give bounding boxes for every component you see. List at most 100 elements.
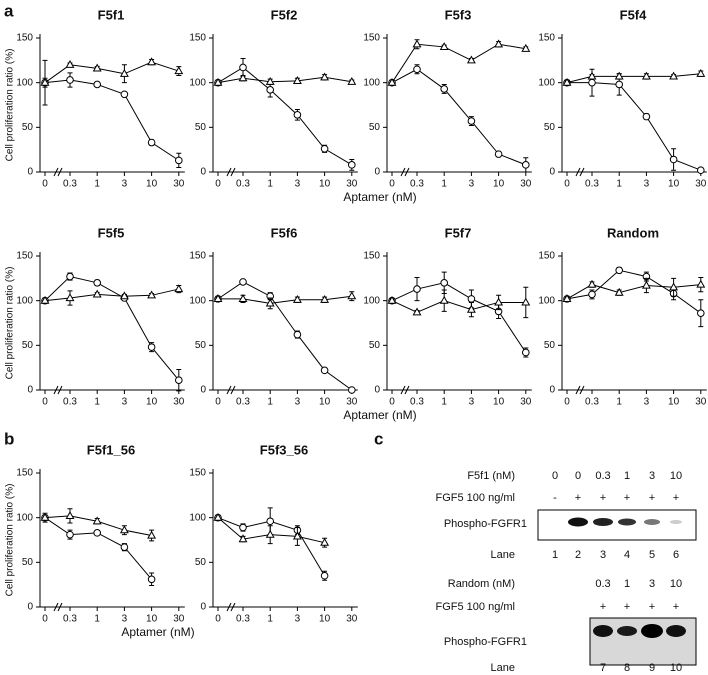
x-tick-label: 10 bbox=[668, 179, 680, 190]
series-line bbox=[391, 300, 526, 313]
x-tick-label: 3 bbox=[295, 614, 301, 625]
series-line bbox=[567, 82, 701, 171]
x-tick-label: 0.3 bbox=[236, 397, 250, 408]
x-tick-label: 0.3 bbox=[63, 179, 77, 190]
marker-triangle bbox=[466, 304, 476, 313]
chart-title: F5f3 bbox=[445, 7, 472, 22]
y-tick-label: 50 bbox=[369, 340, 381, 351]
x-tick-label: 3 bbox=[122, 614, 128, 625]
series-line bbox=[44, 275, 180, 381]
series-line bbox=[217, 76, 352, 84]
y-tick-label: 50 bbox=[195, 122, 207, 133]
x-tick-label: 0.3 bbox=[63, 397, 77, 408]
x-tick-label: 10 bbox=[319, 397, 331, 408]
marker-triangle bbox=[439, 42, 449, 51]
marker-circle bbox=[66, 272, 74, 281]
lane-label: 7 bbox=[600, 662, 606, 674]
y-axis-label: Cell proliferation ratio (%) bbox=[5, 484, 16, 597]
chart-title: F5f6 bbox=[271, 225, 298, 240]
y-tick-label: 150 bbox=[189, 33, 206, 44]
marker-circle bbox=[588, 290, 596, 299]
marker-triangle bbox=[614, 287, 624, 296]
lane-label: 10 bbox=[670, 662, 682, 674]
y-tick-label: 100 bbox=[189, 512, 206, 523]
marker-circle bbox=[293, 330, 302, 339]
chart-title: Random bbox=[607, 225, 659, 240]
axis-break bbox=[226, 602, 236, 612]
marker-triangle bbox=[641, 280, 651, 289]
y-tick-label: 50 bbox=[544, 340, 556, 351]
marker-triangle bbox=[238, 294, 248, 302]
marker-triangle bbox=[265, 529, 275, 538]
series-line bbox=[44, 517, 152, 580]
x-tick-label: 0 bbox=[215, 397, 221, 408]
marker-triangle bbox=[347, 291, 357, 300]
blot-row-label: Lane bbox=[491, 662, 515, 674]
y-tick-label: 100 bbox=[538, 295, 555, 306]
marker-triangle bbox=[387, 295, 397, 304]
x-axis-label: Aptamer (nM) bbox=[343, 408, 416, 422]
y-tick-label: 50 bbox=[22, 557, 34, 568]
y-tick-label: 0 bbox=[549, 385, 555, 396]
marker-circle bbox=[467, 117, 476, 125]
marker-triangle bbox=[696, 68, 706, 77]
x-tick-label: 30 bbox=[346, 614, 358, 625]
y-axis-label: Cell proliferation ratio (%) bbox=[5, 49, 16, 162]
axis-break bbox=[575, 167, 585, 177]
marker-triangle bbox=[521, 297, 531, 306]
marker-circle bbox=[320, 571, 329, 580]
y-tick-label: 0 bbox=[27, 167, 33, 178]
marker-triangle bbox=[65, 59, 75, 68]
lane-label: 3 bbox=[649, 578, 655, 590]
y-tick-label: 0 bbox=[200, 602, 206, 613]
axis-break bbox=[53, 602, 63, 612]
marker-triangle bbox=[387, 77, 397, 86]
x-tick-label: 3 bbox=[122, 179, 128, 190]
y-tick-label: 150 bbox=[16, 33, 33, 44]
marker-triangle bbox=[92, 63, 102, 72]
blot-row-label: Lane bbox=[491, 549, 515, 561]
marker-circle bbox=[669, 155, 678, 164]
marker-circle bbox=[147, 575, 156, 584]
marker-triangle bbox=[292, 294, 302, 303]
lane-label: 9 bbox=[649, 662, 655, 674]
lane-label: + bbox=[624, 492, 630, 504]
lane-label: 0.3 bbox=[595, 470, 610, 482]
marker-circle bbox=[413, 65, 421, 74]
marker-triangle bbox=[174, 284, 184, 293]
y-tick-label: 150 bbox=[16, 251, 33, 262]
marker-circle bbox=[93, 279, 101, 287]
lane-label: 3 bbox=[600, 549, 606, 561]
x-tick-label: 3 bbox=[295, 179, 301, 190]
series-line bbox=[218, 295, 352, 304]
y-tick-label: 150 bbox=[538, 33, 555, 44]
marker-triangle bbox=[641, 71, 651, 80]
marker-circle bbox=[522, 348, 530, 357]
lane-label: + bbox=[673, 601, 679, 613]
x-tick-label: 3 bbox=[295, 397, 301, 408]
chart-title: F5f1_56 bbox=[87, 442, 135, 457]
marker-circle bbox=[615, 80, 624, 89]
marker-triangle bbox=[147, 290, 157, 299]
x-tick-label: 1 bbox=[441, 179, 447, 190]
marker-triangle bbox=[213, 512, 223, 521]
axis-break bbox=[575, 385, 585, 395]
x-tick-label: 1 bbox=[267, 397, 273, 408]
marker-triangle bbox=[669, 282, 679, 291]
y-tick-label: 0 bbox=[200, 385, 206, 396]
y-tick-label: 150 bbox=[189, 251, 206, 262]
x-tick-label: 3 bbox=[469, 397, 475, 408]
marker-triangle bbox=[65, 511, 75, 519]
marker-triangle bbox=[466, 55, 476, 64]
marker-triangle bbox=[265, 76, 275, 85]
blot-image bbox=[537, 509, 697, 666]
x-tick-label: 0 bbox=[42, 397, 48, 408]
y-tick-label: 150 bbox=[16, 468, 33, 479]
x-tick-label: 0.3 bbox=[63, 614, 77, 625]
y-tick-label: 100 bbox=[16, 295, 33, 306]
y-tick-label: 0 bbox=[374, 385, 380, 396]
y-tick-label: 150 bbox=[363, 33, 380, 44]
marker-triangle bbox=[65, 293, 75, 302]
marker-circle bbox=[266, 86, 275, 94]
marker-triangle bbox=[40, 512, 50, 521]
